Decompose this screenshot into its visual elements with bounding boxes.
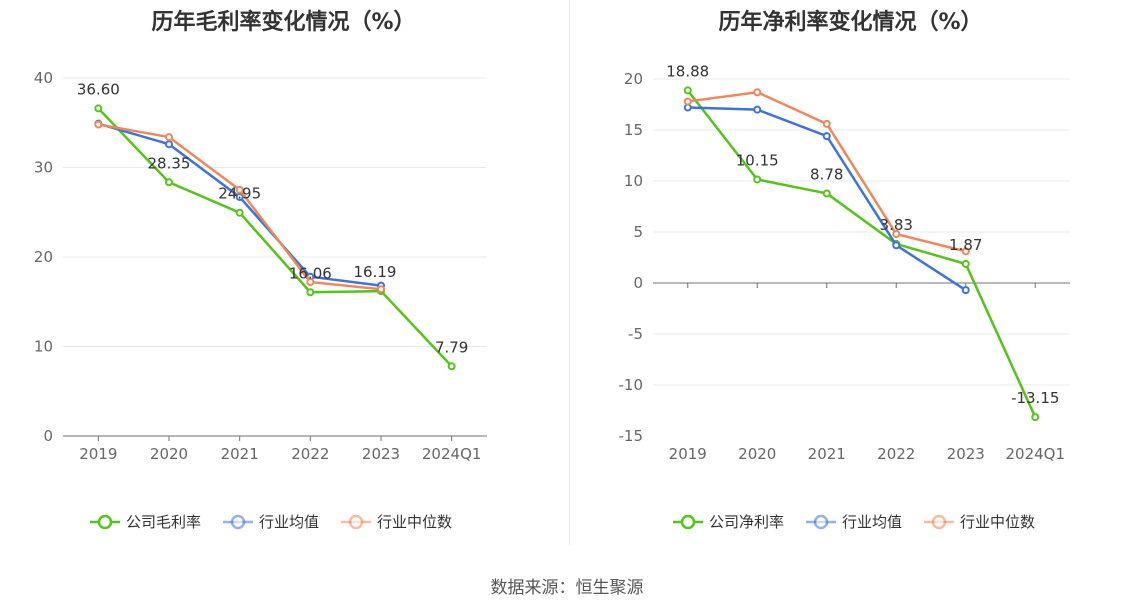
data-point [306,278,315,287]
data-point [753,105,762,114]
x-tick-label: 2023 [362,445,400,463]
x-tick-label: 2020 [738,445,776,463]
y-tick-label: -5 [628,325,643,343]
data-label: 8.78 [810,165,843,183]
chart-title: 历年净利率变化情况（%） [718,10,983,35]
x-tick-label: 2019 [79,445,117,463]
gross-margin-chart: 历年毛利率变化情况（%） 0 10 20 30 40 2019 2020 2021 2022 20… [0,0,567,560]
data-point [235,185,244,194]
series-line [686,89,1037,418]
legend-label: 行业均值 [842,513,902,531]
y-tick-label: 10 [34,338,53,356]
y-tick-label: 20 [624,70,643,88]
data-point [447,362,456,371]
data-label: 16.19 [354,263,397,281]
x-tick-label: 2024Q1 [1005,445,1065,463]
data-label: 16.06 [289,264,332,282]
x-tick-label: 2019 [669,445,707,463]
x-tick-label: 2022 [291,445,329,463]
data-point [683,86,692,95]
legend-label: 公司净利率 [709,513,784,531]
data-label: 36.60 [77,80,120,98]
data-label: 3.83 [880,216,913,234]
data-point [961,259,970,268]
y-tick-label: 0 [43,427,53,445]
legend-item: 行业均值 [806,513,902,531]
data-point [822,189,831,198]
x-tick-label: 2021 [221,445,259,463]
legend-label: 行业均值 [259,513,319,531]
data-label: -13.15 [1011,389,1059,407]
y-tick-label: 40 [34,69,53,87]
panel-divider [569,0,570,545]
y-tick-label: 15 [624,121,643,139]
data-point [306,288,315,297]
data-label: 24.95 [218,185,261,203]
data-point [822,132,831,141]
data-point [1031,413,1040,422]
data-point [961,286,970,295]
data-label: 18.88 [666,62,709,80]
legend-item: 公司净利率 [673,513,784,531]
y-tick-label: 0 [633,274,643,292]
legend-item: 公司毛利率 [90,513,201,531]
data-point [235,193,244,202]
legend-item: 行业均值 [223,513,319,531]
x-tick-label: 2021 [808,445,846,463]
legend-marker [680,514,696,530]
data-point [683,103,692,112]
net-margin-chart: 历年净利率变化情况（%） -15 -10 -5 0 5 10 15 20 2019 2020 202… [567,0,1134,560]
legend-label: 行业中位数 [377,513,452,531]
data-point [892,230,901,239]
data-point [822,119,831,128]
legend-marker [813,514,829,530]
x-tick-label: 2024Q1 [422,445,482,463]
net-margin-plot: -15 -10 -5 0 5 10 15 20 2019 2020 2021 2022 2023 2024… [619,62,1070,531]
y-tick-label: 10 [624,172,643,190]
y-tick-label: 30 [34,159,53,177]
x-tick-label: 2022 [877,445,915,463]
data-point [753,88,762,97]
legend-marker [97,514,113,530]
series-line [97,107,453,368]
data-label: 28.35 [148,154,191,172]
data-point [94,104,103,113]
legend-label: 公司毛利率 [126,513,201,531]
data-label: 7.79 [435,338,468,356]
legend-item: 行业中位数 [341,513,452,531]
data-point [683,97,692,106]
chart-title: 历年毛利率变化情况（%） [151,10,416,35]
data-point [165,178,173,187]
data-label: 1.87 [949,236,982,254]
legend-marker [348,514,364,530]
y-tick-label: 5 [633,223,643,241]
data-point [961,247,970,256]
legend-item: 行业中位数 [924,513,1035,531]
x-tick-label: 2020 [150,445,188,463]
gross-margin-plot: 0 10 20 30 40 2019 2020 2021 2022 2023 2024Q1 36.60… [34,69,487,531]
data-point [892,241,901,250]
data-source-note: 数据来源：恒生聚源 [490,578,644,598]
series-line [98,123,382,291]
x-tick-label: 2023 [947,445,985,463]
data-point [235,208,244,217]
series-line [97,122,382,287]
data-point [165,140,173,149]
legend-marker [931,514,947,530]
data-point [753,175,762,184]
legend-marker [230,514,246,530]
data-point [165,133,173,142]
data-point [377,285,385,294]
y-tick-label: -15 [619,427,644,445]
data-label: 10.15 [736,151,779,169]
legend-label: 行业中位数 [960,513,1035,531]
y-tick-label: 20 [34,248,53,266]
y-tick-label: -10 [619,376,644,394]
data-point [94,120,103,129]
